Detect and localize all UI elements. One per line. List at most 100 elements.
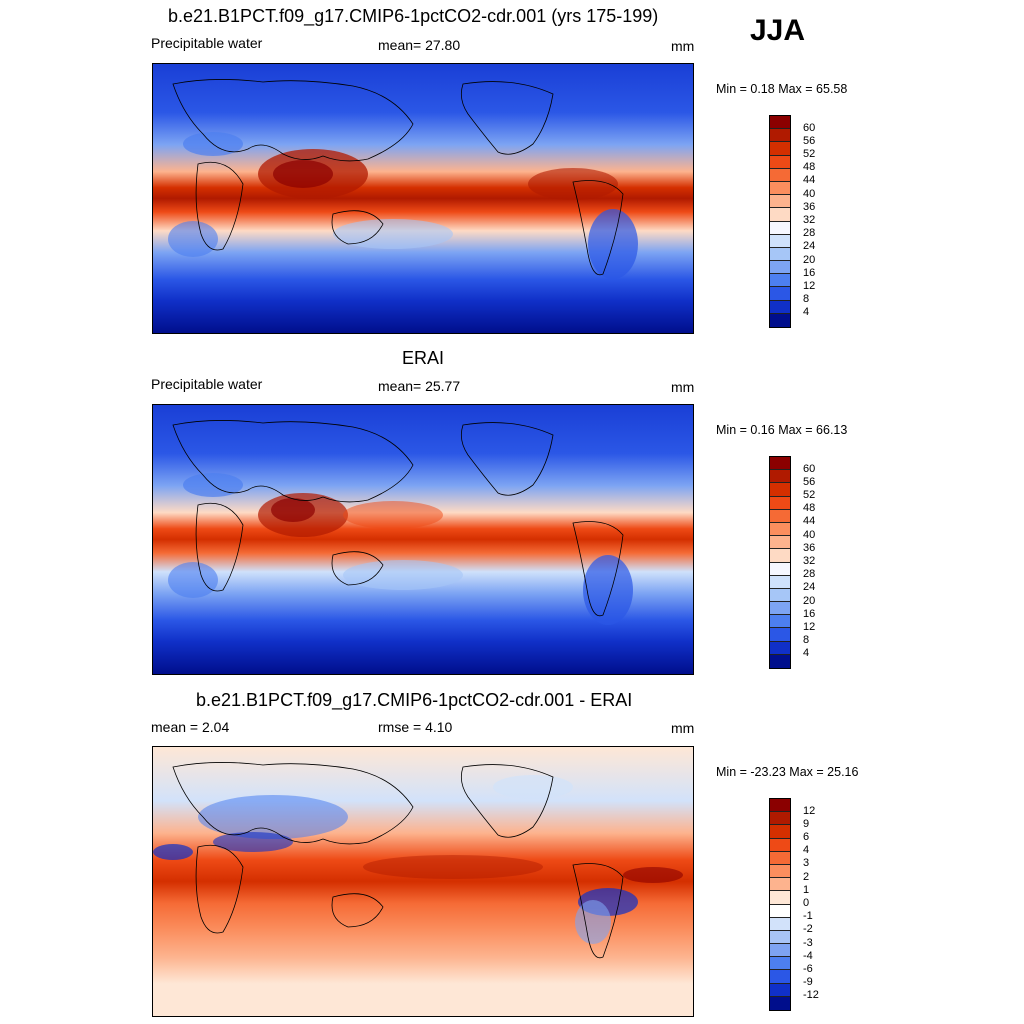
colorbar-tick-label: 2 <box>803 870 810 883</box>
colorbar-tick-label: 20 <box>803 594 816 607</box>
colorbar-swatch <box>770 155 790 169</box>
colorbar-tick-label: 40 <box>803 528 816 541</box>
colorbar-swatch <box>770 142 790 156</box>
panel3-units: mm <box>671 720 695 736</box>
colorbar-swatch <box>770 195 790 209</box>
panel3-minmax: Min = -23.23 Max = 25.16 <box>716 765 859 779</box>
colorbar-tick-label: 16 <box>803 266 816 279</box>
season-label: JJA <box>750 14 806 47</box>
colorbar-tick-label: 6 <box>803 831 810 844</box>
panel1-units: mm <box>671 38 695 54</box>
colorbar-swatch <box>770 168 790 182</box>
panel1-map-field <box>153 64 693 333</box>
panel1-colorbar <box>769 115 791 328</box>
colorbar-tick-label: -1 <box>803 910 813 923</box>
colorbar-tick-label: 1 <box>803 883 810 896</box>
colorbar-swatch <box>770 562 790 576</box>
colorbar-swatch <box>770 208 790 222</box>
panel3-map-field <box>153 747 693 1016</box>
colorbar-swatch <box>770 864 790 879</box>
colorbar-swatch <box>770 549 790 563</box>
colorbar-tick-label: 36 <box>803 200 816 213</box>
colorbar-swatch <box>770 261 790 275</box>
colorbar-swatch <box>770 483 790 497</box>
colorbar-swatch <box>770 641 790 655</box>
panel3-map <box>152 746 694 1017</box>
colorbar-tick-label: 56 <box>803 134 816 147</box>
colorbar-swatch <box>770 181 790 196</box>
colorbar-swatch <box>770 812 790 826</box>
colorbar-swatch <box>770 234 790 248</box>
colorbar-swatch <box>770 957 790 971</box>
colorbar-swatch <box>770 470 790 484</box>
colorbar-tick-label: 24 <box>803 581 816 594</box>
colorbar-tick-label: 52 <box>803 489 816 502</box>
panel2-map-field <box>153 405 693 674</box>
colorbar-tick-label: 56 <box>803 475 816 488</box>
colorbar-swatch <box>770 983 790 997</box>
colorbar-swatch <box>770 116 790 130</box>
panel2-map <box>152 404 694 675</box>
colorbar-swatch <box>770 917 790 931</box>
colorbar-tick-label: 44 <box>803 174 816 187</box>
colorbar-tick-label: 24 <box>803 240 816 253</box>
colorbar-swatch <box>770 825 790 839</box>
colorbar-swatch <box>770 588 790 603</box>
colorbar-swatch <box>770 221 790 235</box>
panel1-minmax: Min = 0.18 Max = 65.58 <box>716 82 848 96</box>
colorbar-tick-label: -2 <box>803 923 813 936</box>
colorbar-swatch <box>770 996 790 1010</box>
panel3-title: b.e21.B1PCT.f09_g17.CMIP6-1pctCO2-cdr.00… <box>196 690 633 710</box>
colorbar-swatch <box>770 575 790 589</box>
colorbar-tick-label: -4 <box>803 949 813 962</box>
panel3-colorbar <box>769 798 791 1011</box>
panel1-mean-label: mean= 27.80 <box>378 37 461 53</box>
colorbar-swatch <box>770 313 790 327</box>
colorbar-swatch <box>770 799 790 813</box>
colorbar-swatch <box>770 904 790 918</box>
colorbar-tick-label: 36 <box>803 541 816 554</box>
colorbar-tick-label: -9 <box>803 976 813 989</box>
colorbar-tick-label: 4 <box>803 306 810 319</box>
colorbar-tick-label: 48 <box>803 161 816 174</box>
colorbar-tick-label: 3 <box>803 857 810 870</box>
colorbar-swatch <box>770 247 790 262</box>
panel2-title: ERAI <box>402 348 445 368</box>
colorbar-tick-label: 32 <box>803 555 816 567</box>
colorbar-swatch <box>770 509 790 523</box>
colorbar-tick-label: 8 <box>803 293 810 306</box>
colorbar-swatch <box>770 496 790 510</box>
colorbar-tick-label: 12 <box>803 804 816 817</box>
panel2-mean-label: mean= 25.77 <box>378 378 461 394</box>
colorbar-tick-label: 28 <box>803 227 816 240</box>
colorbar-tick-label: -6 <box>803 962 813 975</box>
colorbar-swatch <box>770 944 790 958</box>
colorbar-tick-label: 52 <box>803 148 816 161</box>
colorbar-tick-label: 60 <box>803 462 816 475</box>
panel2-variable-label: Precipitable water <box>151 376 263 392</box>
colorbar-tick-label: -12 <box>803 989 819 1002</box>
colorbar-tick-label: 32 <box>803 214 816 226</box>
colorbar-tick-label: 4 <box>803 647 810 660</box>
colorbar-swatch <box>770 457 790 471</box>
colorbar-tick-label: 16 <box>803 607 816 620</box>
colorbar-swatch <box>770 129 790 143</box>
colorbar-swatch <box>770 851 790 865</box>
colorbar-tick-label: 48 <box>803 502 816 515</box>
colorbar-swatch <box>770 891 790 905</box>
panel1-title: b.e21.B1PCT.f09_g17.CMIP6-1pctCO2-cdr.00… <box>168 6 659 26</box>
colorbar-swatch <box>770 522 790 537</box>
colorbar-tick-label: 60 <box>803 121 816 134</box>
colorbar-tick-label: 12 <box>803 620 816 633</box>
panel1-variable-label: Precipitable water <box>151 35 263 51</box>
panel1-map <box>152 63 694 334</box>
colorbar-tick-label: 28 <box>803 568 816 581</box>
panel3-rmse-label: rmse = 4.10 <box>378 719 453 735</box>
colorbar-tick-label: 12 <box>803 279 816 292</box>
colorbar-swatch <box>770 536 790 550</box>
colorbar-swatch <box>770 615 790 629</box>
colorbar-swatch <box>770 970 790 984</box>
colorbar-tick-label: 0 <box>803 897 810 909</box>
panel2-colorbar <box>769 456 791 669</box>
colorbar-swatch <box>770 300 790 314</box>
